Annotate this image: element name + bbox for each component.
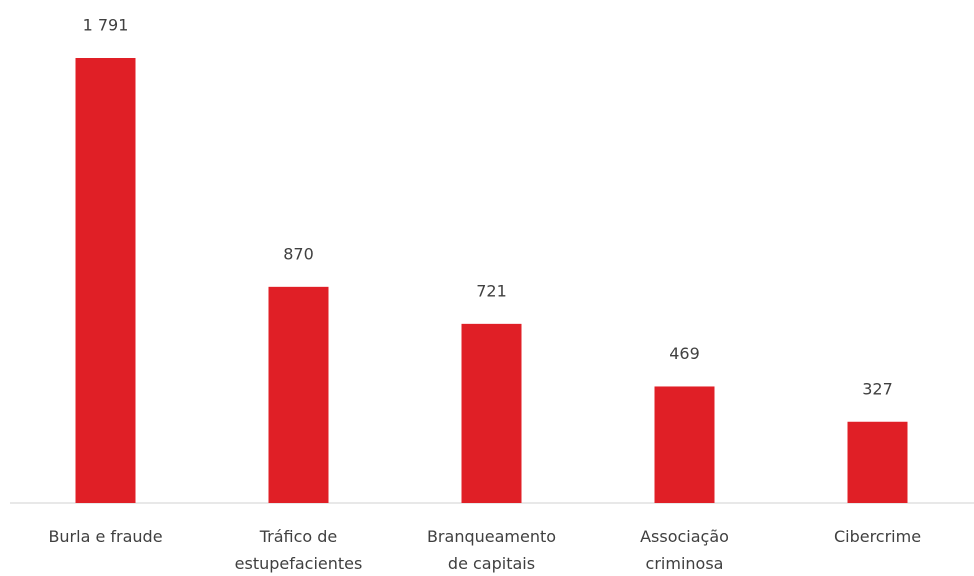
x-tick-label-line: Tráfico de xyxy=(259,527,338,546)
bar xyxy=(268,286,329,503)
x-tick-label: Tráfico de estupefacientes xyxy=(235,527,363,573)
x-tick-label: Associação criminosa xyxy=(640,527,729,573)
data-label: 469 xyxy=(669,344,700,363)
x-tick-label-line: Associação xyxy=(640,527,729,546)
data-label: 870 xyxy=(283,244,314,263)
data-label: 1 791 xyxy=(83,16,129,35)
x-tick-label: Branqueamento de capitais xyxy=(427,527,556,573)
x-tick-label-line: Cibercrime xyxy=(834,527,921,546)
x-tick-label-line: Branqueamento xyxy=(427,527,556,546)
data-label: 327 xyxy=(862,379,893,398)
x-tick-label-line: estupefacientes xyxy=(235,554,363,573)
bar xyxy=(461,323,522,503)
bar xyxy=(847,421,908,503)
x-tick-label-line: Burla e fraude xyxy=(48,527,162,546)
bar xyxy=(654,386,715,503)
x-tick-label-line: de capitais xyxy=(448,554,535,573)
bar xyxy=(75,58,136,503)
x-tick-label-line: criminosa xyxy=(646,554,724,573)
x-tick-label: Cibercrime xyxy=(834,527,921,546)
x-tick-label: Burla e fraude xyxy=(48,527,162,546)
data-label: 721 xyxy=(476,281,507,300)
